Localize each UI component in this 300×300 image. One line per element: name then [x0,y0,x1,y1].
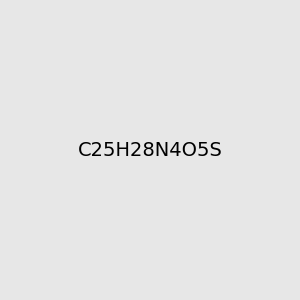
Text: C25H28N4O5S: C25H28N4O5S [78,140,222,160]
